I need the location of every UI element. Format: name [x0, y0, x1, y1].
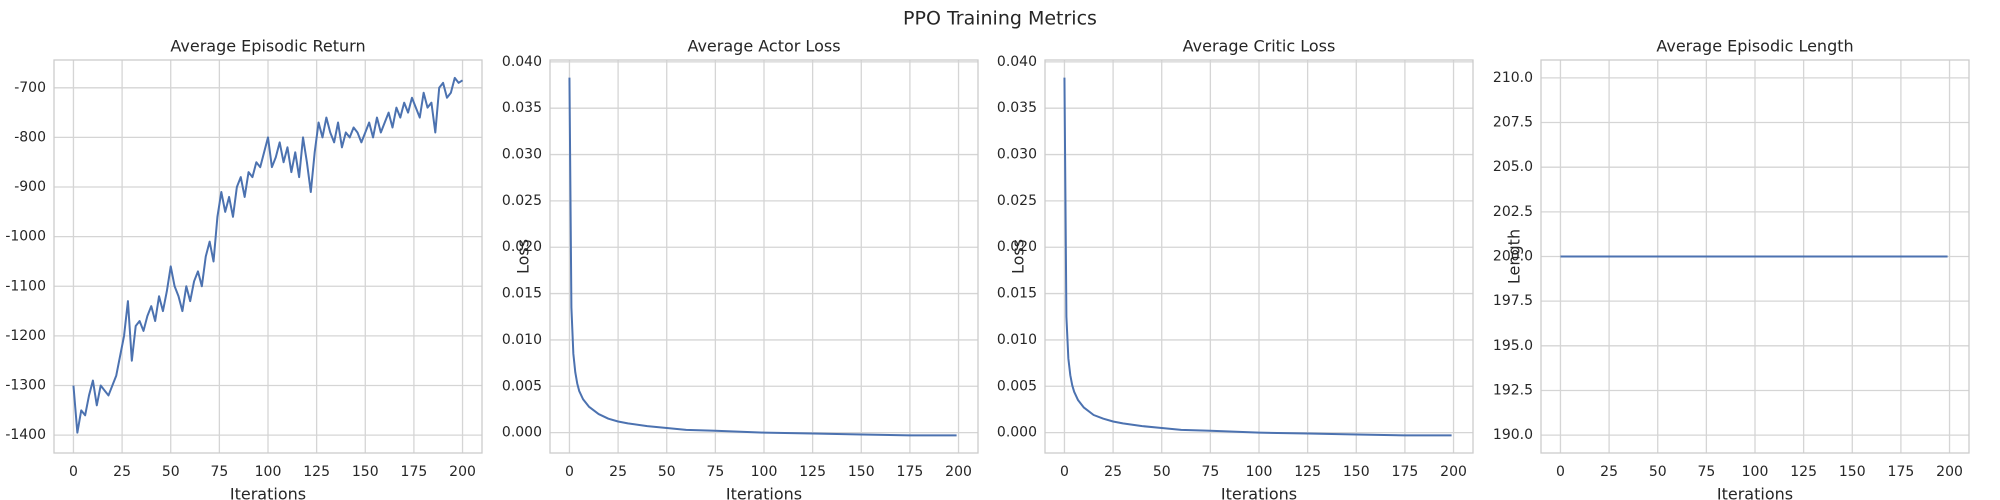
y-tick-label: -900 [14, 179, 46, 195]
x-tick-label: 50 [1153, 464, 1171, 480]
x-tick-label: 175 [897, 464, 924, 480]
y-tick-label: -700 [14, 80, 46, 96]
subplot-title: Average Episodic Return [170, 37, 365, 56]
y-tick-label: -1100 [5, 278, 46, 294]
x-tick-label: 75 [210, 464, 228, 480]
y-tick-label: 0.025 [502, 193, 542, 209]
x-tick-label: 25 [113, 464, 131, 480]
y-tick-label: -1300 [5, 378, 46, 394]
x-tick-label: 50 [162, 464, 180, 480]
x-tick-label: 150 [352, 464, 379, 480]
x-tick-label: 75 [1697, 464, 1715, 480]
y-axis-label: Loss [1009, 239, 1028, 274]
y-tick-label: -800 [14, 129, 46, 145]
x-tick-label: 200 [1440, 464, 1467, 480]
y-tick-label: 0.025 [997, 193, 1037, 209]
y-tick-label: 197.5 [1493, 293, 1533, 309]
y-tick-label: 200.0 [1493, 249, 1533, 265]
x-tick-label: 0 [69, 464, 78, 480]
x-tick-label: 175 [1888, 464, 1915, 480]
subplot-title: Average Critic Loss [1183, 37, 1336, 56]
y-tick-label: 0.030 [997, 147, 1037, 163]
x-tick-label: 125 [1790, 464, 1817, 480]
x-tick-label: 150 [848, 464, 875, 480]
y-tick-label: 210.0 [1493, 70, 1533, 86]
x-tick-label: 125 [303, 464, 330, 480]
x-axis-label: Iterations [230, 485, 306, 500]
y-tick-label: 0.005 [997, 378, 1037, 394]
y-tick-label: 0.030 [502, 147, 542, 163]
x-axis-label: Iterations [1221, 485, 1297, 500]
x-tick-label: 0 [565, 464, 574, 480]
x-tick-label: 150 [1343, 464, 1370, 480]
x-tick-label: 0 [1060, 464, 1069, 480]
x-tick-label: 25 [609, 464, 627, 480]
x-tick-label: 100 [1246, 464, 1273, 480]
y-tick-label: 202.5 [1493, 204, 1533, 220]
y-tick-label: 0.015 [997, 286, 1037, 302]
x-tick-label: 75 [1201, 464, 1219, 480]
x-tick-label: 75 [706, 464, 724, 480]
y-tick-label: 0.020 [502, 239, 542, 255]
y-tick-label: 195.0 [1493, 338, 1533, 354]
y-tick-label: 0.035 [997, 100, 1037, 116]
axes-frame [549, 59, 979, 454]
line [568, 77, 957, 437]
axes-frame [53, 59, 483, 454]
x-tick-label: 25 [1600, 464, 1618, 480]
x-axis-label: Iterations [726, 485, 802, 500]
x-tick-label: 200 [1936, 464, 1963, 480]
y-axis-label: Length [1505, 229, 1524, 284]
y-tick-label: 0.015 [502, 286, 542, 302]
y-tick-label: 205.0 [1493, 159, 1533, 175]
y-axis-label: Loss [514, 239, 533, 274]
x-tick-label: 175 [401, 464, 428, 480]
x-tick-label: 125 [1294, 464, 1321, 480]
y-tick-label: 190.0 [1493, 427, 1533, 443]
y-tick-label: 0.000 [997, 425, 1037, 441]
y-tick-label: -1000 [5, 229, 46, 245]
y-tick-label: -1200 [5, 328, 46, 344]
x-tick-label: 100 [1742, 464, 1769, 480]
x-tick-label: 50 [1649, 464, 1667, 480]
x-tick-label: 200 [449, 464, 476, 480]
y-tick-label: 0.040 [997, 54, 1037, 70]
subplot-title: Average Episodic Length [1656, 37, 1853, 56]
figure-title: PPO Training Metrics [903, 8, 1097, 30]
y-tick-label: -1400 [5, 427, 46, 443]
x-tick-label: 50 [658, 464, 676, 480]
x-tick-label: 200 [945, 464, 972, 480]
line [72, 76, 464, 434]
y-tick-label: 0.000 [502, 425, 542, 441]
subplot-title: Average Actor Loss [687, 37, 840, 56]
y-tick-label: 0.040 [502, 54, 542, 70]
x-axis-label: Iterations [1717, 485, 1793, 500]
y-tick-label: 207.5 [1493, 115, 1533, 131]
y-tick-label: 192.5 [1493, 382, 1533, 398]
y-tick-label: 0.010 [502, 332, 542, 348]
x-tick-label: 150 [1839, 464, 1866, 480]
x-tick-label: 100 [255, 464, 282, 480]
x-tick-label: 100 [751, 464, 778, 480]
axes-frame [1044, 59, 1474, 454]
y-tick-label: 0.005 [502, 378, 542, 394]
y-tick-label: 0.035 [502, 100, 542, 116]
x-tick-label: 25 [1104, 464, 1122, 480]
y-tick-label: 0.010 [997, 332, 1037, 348]
line [1063, 77, 1452, 437]
y-tick-label: 0.020 [997, 239, 1037, 255]
x-tick-label: 125 [799, 464, 826, 480]
x-tick-label: 0 [1556, 464, 1565, 480]
x-tick-label: 175 [1392, 464, 1419, 480]
axes-frame [1540, 59, 1970, 454]
